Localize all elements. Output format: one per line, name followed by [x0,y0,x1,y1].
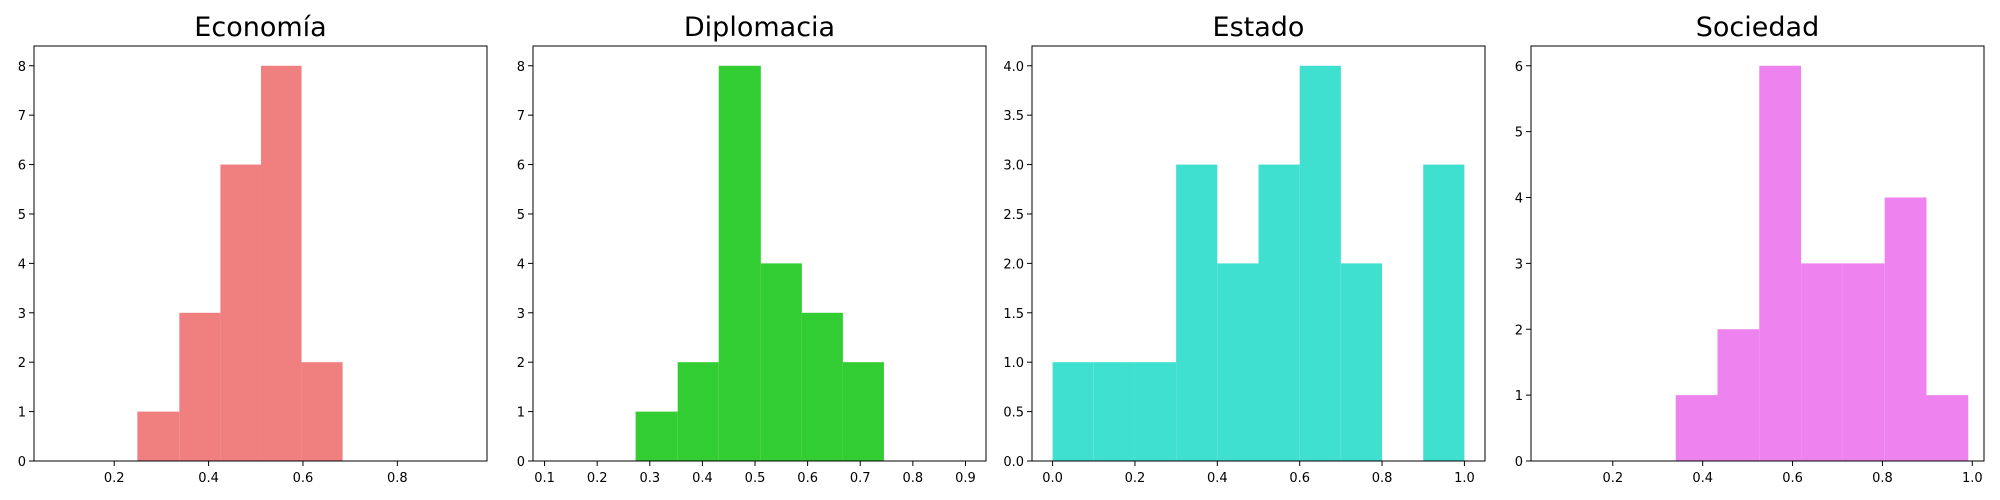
bar [635,411,678,461]
y-tick-label: 5 [18,208,26,223]
y-tick-label: 0 [18,455,26,470]
y-tick-label: 3.0 [1003,159,1024,174]
y-tick-label: 0 [517,455,525,470]
axes-frame [532,45,987,462]
x-tick-label: 0.4 [1207,471,1228,486]
x-tick-label: 0.4 [692,471,713,486]
y-tick-label: 4 [18,257,26,272]
x-tick-label: 0.8 [903,471,924,486]
bar [260,65,302,461]
y-tick-label: 0.0 [1003,455,1024,470]
x-tick-label: 0.2 [1602,471,1623,486]
x-tick-label: 0.8 [1872,471,1893,486]
chart-title: Estado [1213,12,1305,43]
x-tick-label: 0.6 [1289,471,1310,486]
x-tick-label: 0.8 [387,471,408,486]
y-tick-label: 1 [18,406,26,421]
chart-title: Economía [194,12,326,43]
y-tick-label: 3.5 [1003,109,1024,124]
y-tick-label: 5 [1515,126,1523,141]
bar [301,362,343,461]
bar [1134,362,1177,461]
bar [1052,362,1094,461]
axes-frame [1031,45,1486,462]
x-tick-label: 1.0 [1454,471,1475,486]
bar [1926,395,1969,461]
y-tick-label: 4 [517,257,525,272]
x-tick-label: 0.6 [293,471,314,486]
y-tick-label: 8 [18,60,26,75]
y-tick-label: 4 [1515,192,1523,207]
y-tick-label: 1.0 [1003,356,1024,371]
x-tick-label: 0.7 [850,471,871,486]
y-tick-label: 3 [517,307,525,322]
x-tick-label: 0.4 [198,471,219,486]
y-tick-label: 6 [18,159,26,174]
bar [1176,164,1218,462]
y-tick-label: 7 [18,109,26,124]
x-tick-label: 0.6 [797,471,818,486]
x-tick-label: 0.3 [639,471,660,486]
x-tick-label: 0.5 [745,471,766,486]
bar [718,65,761,461]
y-tick-label: 2 [18,356,26,371]
bar [842,362,884,461]
y-tick-label: 2.0 [1003,257,1024,272]
y-tick-label: 1 [517,406,525,421]
y-tick-label: 5 [517,208,525,223]
bar [760,263,802,461]
y-tick-label: 2.5 [1003,208,1024,223]
y-tick-label: 1.5 [1003,307,1024,322]
y-tick-label: 8 [517,60,525,75]
bar [801,312,843,461]
bar [1675,395,1718,461]
y-tick-label: 3 [1515,257,1523,272]
bar [1258,164,1300,462]
bar [1842,263,1885,461]
y-tick-label: 0 [1515,455,1523,470]
x-tick-label: 0.8 [1372,471,1393,486]
bar [1717,329,1760,461]
x-tick-label: 0.9 [955,471,976,486]
axes-frame [1530,45,1985,462]
bar [220,164,261,462]
bar [1217,263,1259,461]
x-tick-label: 0.4 [1692,471,1713,486]
y-tick-label: 4.0 [1003,60,1024,75]
bar [1093,362,1135,461]
chart-title: Sociedad [1696,12,1819,43]
y-tick-label: 2 [1515,323,1523,338]
bar [179,312,221,461]
x-tick-label: 1.0 [1962,471,1983,486]
y-tick-label: 7 [517,109,525,124]
y-tick-label: 3 [18,307,26,322]
bar [1759,65,1802,461]
bar [677,362,719,461]
y-tick-label: 1 [1515,389,1523,404]
x-tick-label: 0.0 [1042,471,1063,486]
x-tick-label: 0.1 [534,471,555,486]
bar [1423,164,1465,462]
x-tick-label: 0.2 [104,471,125,486]
y-tick-label: 6 [517,159,525,174]
y-tick-label: 6 [1515,60,1523,75]
x-tick-label: 0.2 [1125,471,1146,486]
y-tick-label: 0.5 [1003,406,1024,421]
axes-frame [33,45,488,462]
x-tick-label: 0.2 [587,471,608,486]
bar [1801,263,1843,461]
x-tick-label: 0.6 [1782,471,1803,486]
chart-title: Diplomacia [684,12,835,43]
bar [1884,197,1927,461]
bar [1340,263,1383,461]
bar [137,411,180,461]
y-tick-label: 2 [517,356,525,371]
bar [1299,65,1341,461]
